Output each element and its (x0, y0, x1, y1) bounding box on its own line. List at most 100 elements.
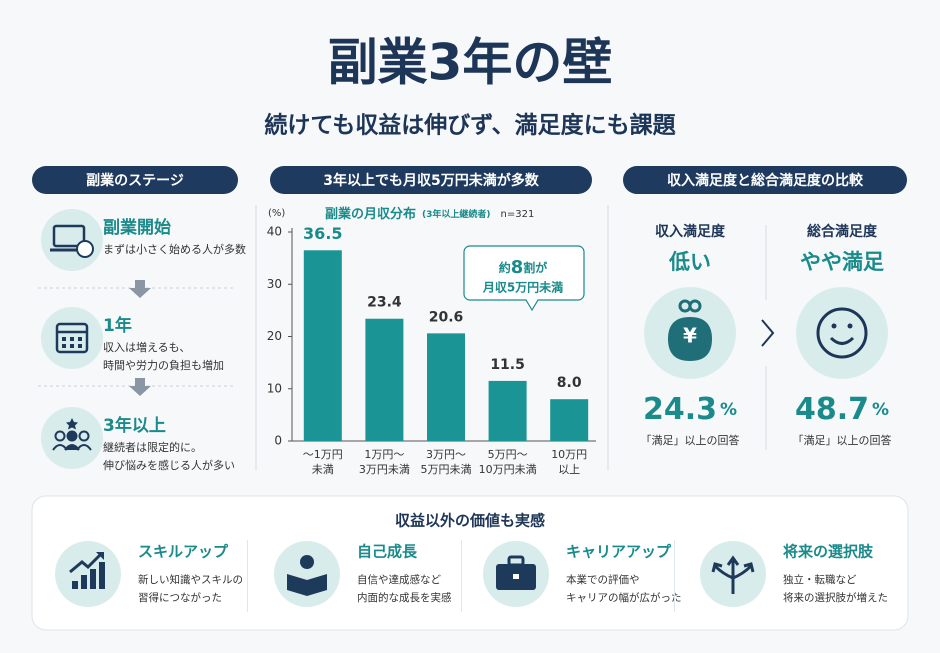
chevron (761, 319, 775, 347)
values-panel (31, 495, 909, 631)
stage-title: 副業開始 (103, 217, 171, 238)
sat-note: 「満足」以上の回答 (641, 433, 740, 447)
icon (829, 336, 855, 345)
stage-text: 継続者は限定的に。 (103, 440, 202, 454)
value-label: 8.0 (557, 375, 582, 391)
sat-label: 総合満足度 (807, 223, 878, 240)
value-text: キャリアの幅が広がった (566, 591, 682, 604)
icon: ¥ (683, 324, 697, 348)
icon (78, 337, 82, 341)
sat-value: 24.3% (643, 392, 737, 427)
chart-title-main: 副業の月収分布 (325, 206, 416, 222)
stage-text: 時間や労力の負担も増加 (103, 358, 224, 372)
icon (70, 337, 74, 341)
icon (52, 224, 86, 248)
subtitle: 続けても収益は伸びず、満足度にも課題 (264, 112, 676, 139)
value-text: 独立・転職など (783, 573, 857, 586)
icon (688, 299, 702, 313)
section-heading: 収入満足度と総合満足度の比較 (667, 172, 864, 189)
icon (513, 574, 519, 579)
icon (69, 551, 104, 574)
bar (427, 333, 465, 441)
icon (66, 430, 78, 442)
icon (816, 307, 868, 359)
icon (300, 555, 314, 569)
icon (78, 344, 82, 348)
value-title: 自己成長 (357, 543, 418, 561)
x-tick-label: 3万円未満 (359, 463, 410, 476)
value-title: スキルアップ (138, 543, 229, 561)
callout-part: 8 (511, 257, 524, 278)
x-tick-label: 5万円〜 (488, 448, 528, 461)
icon (668, 317, 712, 361)
y-tick-label: 20 (267, 329, 282, 343)
value-text: 将来の選択肢が増えた (783, 591, 888, 604)
chart-note: n=321 (501, 209, 535, 220)
value-text: 新しい知識やスキルの (138, 573, 243, 586)
x-tick-label: 以上 (558, 463, 580, 476)
icon-bg (274, 541, 340, 607)
bar (365, 318, 404, 441)
bar (303, 250, 342, 441)
icon-bg (796, 287, 888, 379)
x-tick-label: 〜1万円 (303, 448, 343, 461)
value-text: 本業での評価や (566, 573, 640, 586)
icon (66, 418, 78, 430)
callout: 月収5万円未満 (482, 280, 563, 295)
sat-label: 収入満足度 (655, 223, 726, 240)
x-tick-label: 1万円〜 (364, 448, 404, 461)
y-tick-label: 30 (267, 277, 282, 291)
sat-verdict: やや満足 (800, 250, 884, 274)
section-heading-bg (623, 166, 907, 194)
sat-note: 「満足」以上の回答 (793, 433, 892, 447)
icon (81, 575, 87, 589)
arrow-down (129, 378, 151, 396)
y-tick-label: 40 (267, 225, 282, 239)
value-label: 23.4 (367, 295, 402, 311)
icon-bg (55, 541, 121, 607)
value-label: 36.5 (303, 224, 342, 243)
value-label: 11.5 (490, 357, 525, 373)
section-heading: 3年以上でも月収5万円未満が多数 (323, 172, 539, 189)
sat-number: 48.7 (795, 392, 869, 427)
sat-unit: % (872, 400, 889, 420)
icon (847, 323, 853, 329)
x-tick-label: 10万円未満 (479, 463, 537, 476)
stage-title: 1年 (103, 315, 132, 336)
section-heading-bg (32, 166, 238, 194)
icon (62, 337, 66, 341)
bar (550, 399, 589, 441)
sat-verdict: 低い (668, 250, 711, 274)
value-title: 将来の選択肢 (783, 543, 874, 561)
value-text: 習得につながった (138, 591, 222, 604)
chart-subtitle: (3年以上継続者) (422, 208, 491, 220)
x-tick-label: 3万円〜 (426, 448, 466, 461)
stage-text: 伸び悩みを感じる人が多い (103, 458, 235, 472)
y-unit: (%) (268, 208, 285, 219)
icon (90, 569, 96, 589)
section-heading-bg (270, 166, 592, 194)
y-tick-label: 10 (267, 381, 282, 395)
icon (54, 430, 66, 442)
bar (488, 380, 527, 441)
icon (287, 574, 327, 596)
sat-value: 48.7% (795, 392, 889, 427)
icon (76, 240, 94, 258)
callout-part: 約 (499, 260, 511, 275)
y-tick-label: 0 (274, 434, 282, 448)
value-text: 自信や達成感など (357, 573, 441, 586)
callout: 約8割が (499, 257, 548, 278)
icon (507, 555, 525, 567)
arrow-down (129, 280, 151, 298)
sat-unit: % (720, 400, 737, 420)
stage-text: 収入は増えるも、 (103, 341, 190, 354)
x-tick-label: 未満 (312, 463, 334, 476)
icon (62, 344, 66, 348)
icon (78, 430, 90, 442)
icon (70, 344, 74, 348)
icon (72, 581, 78, 589)
icon (831, 323, 837, 329)
stage-title: 3年以上 (103, 415, 166, 436)
icon (99, 562, 105, 589)
